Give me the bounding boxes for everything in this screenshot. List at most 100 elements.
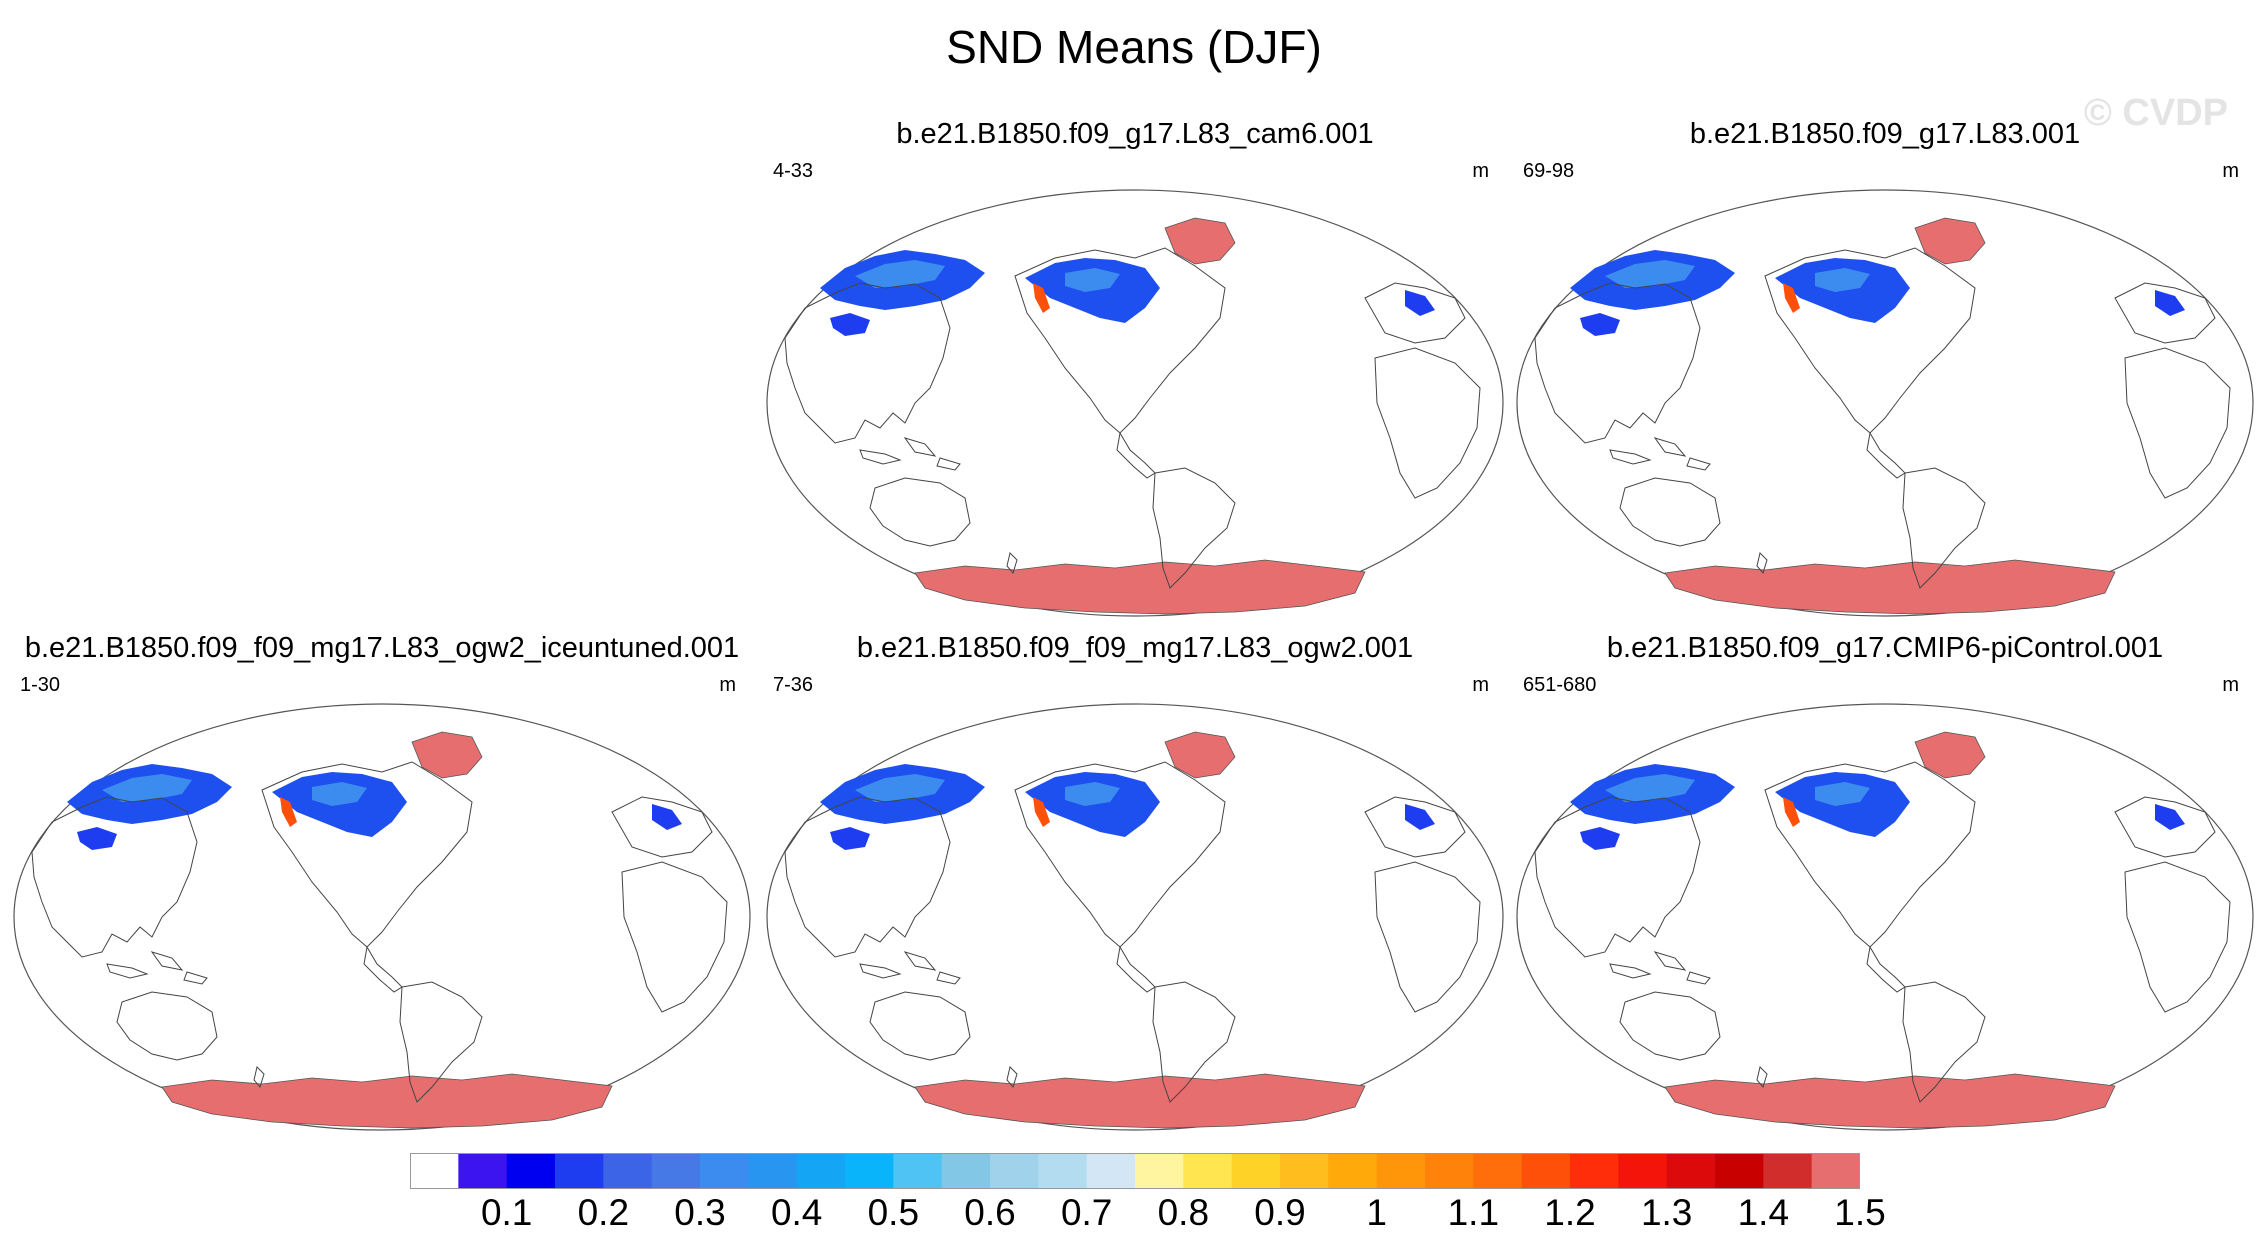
- antarctica-ice: [1664, 1073, 2116, 1129]
- colorbar-tick-label: 0.3: [674, 1192, 726, 1233]
- snow-depth-map: [1516, 703, 2254, 1131]
- africa-coastline: [1374, 347, 1481, 499]
- snow-cover-eurasia-core: [102, 774, 192, 802]
- central-america-coastline: [1866, 945, 1906, 993]
- snow-cover-europe: [1405, 290, 1435, 316]
- nz-coastline: [1756, 552, 1768, 575]
- colorbar-swatch: [603, 1153, 653, 1189]
- colorbar-swatch: [893, 1153, 943, 1189]
- antarctica-ice: [161, 1073, 613, 1129]
- greenland-ice: [1164, 731, 1236, 779]
- panel-years: 7-36: [773, 674, 814, 696]
- asia-coastline: [784, 796, 951, 958]
- europe-coastline: [2114, 796, 2216, 858]
- colorbar-swatch: [651, 1153, 701, 1189]
- australia-coastline: [1619, 991, 1721, 1061]
- colorbar-swatch: [458, 1153, 508, 1189]
- snow-cover-rockies: [1783, 797, 1800, 827]
- antarctica-ice: [914, 559, 1366, 615]
- australia-coastline: [869, 477, 971, 547]
- islands-coastline: [859, 951, 961, 985]
- central-america-coastline: [363, 945, 403, 993]
- snow-cover-north-america-core: [1815, 268, 1870, 292]
- snow-depth-map: [766, 189, 1504, 617]
- nz-coastline: [1006, 1066, 1018, 1089]
- greenland-ice: [1164, 217, 1236, 265]
- central-america-coastline: [1116, 431, 1156, 479]
- colorbar-swatch: [1521, 1153, 1571, 1189]
- panel-units: m: [2222, 160, 2239, 182]
- panel-title: b.e21.B1850.f09_g17.L83.001: [1689, 118, 2081, 150]
- snow-cover-eurasia-core: [855, 260, 945, 288]
- colorbar-swatch: [410, 1153, 459, 1189]
- asia-coastline: [1534, 282, 1701, 444]
- colorbar-swatch: [555, 1153, 604, 1189]
- snow-cover-north-america-core: [1815, 782, 1870, 806]
- map-globe-outline: [13, 703, 751, 1131]
- snow-cover-north-america-core: [1065, 268, 1120, 292]
- snow-depth-map: [766, 703, 1504, 1131]
- africa-coastline: [1374, 861, 1481, 1013]
- panel-units: m: [2222, 674, 2239, 696]
- antarctica-ice: [1664, 559, 2116, 615]
- greenland-ice: [1914, 217, 1986, 265]
- panel-years: 4-33: [773, 160, 814, 182]
- map-globe-outline: [1516, 189, 2254, 617]
- colorbar-swatch: [1715, 1153, 1764, 1189]
- colorbar-swatch: [1038, 1153, 1088, 1189]
- colorbar-swatch: [796, 1153, 846, 1189]
- colorbar-swatch: [506, 1153, 556, 1189]
- colorbar-swatch: [1666, 1153, 1716, 1189]
- snow-cover-north-america-core: [312, 782, 367, 806]
- central-america-coastline: [1116, 945, 1156, 993]
- europe-coastline: [611, 796, 713, 858]
- colorbar-tick-label: 0.9: [1254, 1192, 1306, 1233]
- europe-coastline: [2114, 282, 2216, 344]
- snow-cover-europe: [2155, 804, 2185, 830]
- islands-coastline: [106, 951, 208, 985]
- colorbar-tick-label: 0.1: [480, 1192, 533, 1233]
- panel-years: 69-98: [1523, 160, 1575, 182]
- europe-coastline: [1364, 282, 1466, 344]
- asia-coastline: [784, 282, 951, 444]
- colorbar: [410, 1153, 1860, 1189]
- north-america-coastline: [1014, 247, 1226, 434]
- snow-cover-tibet: [77, 827, 117, 850]
- map-panel: b.e21.B1850.f09_f09_mg17.L83_ogw2.001 7-…: [765, 632, 1505, 1132]
- map-features: [784, 217, 1481, 615]
- snow-cover-eurasia-core: [1605, 260, 1695, 288]
- colorbar-swatch: [1231, 1153, 1281, 1189]
- snow-cover-rockies: [280, 797, 297, 827]
- map-features: [31, 731, 728, 1129]
- panel-title: b.e21.B1850.f09_f09_mg17.L83_ogw2.001: [856, 632, 1414, 664]
- colorbar-swatch: [1280, 1153, 1329, 1189]
- snow-depth-map: [1516, 189, 2254, 617]
- snow-cover-tibet: [830, 827, 870, 850]
- australia-coastline: [1619, 477, 1721, 547]
- panel-units: m: [719, 674, 736, 696]
- colorbar-swatch: [990, 1153, 1039, 1189]
- islands-coastline: [1609, 437, 1711, 471]
- north-america-coastline: [1764, 247, 1976, 434]
- south-america-coastline: [1152, 981, 1236, 1103]
- colorbar-tick-label: 0.2: [577, 1192, 630, 1233]
- europe-coastline: [1364, 796, 1466, 858]
- snow-cover-eurasia-core: [855, 774, 945, 802]
- greenland-ice: [411, 731, 483, 779]
- nz-coastline: [1756, 1066, 1768, 1089]
- colorbar-swatch: [1135, 1153, 1184, 1189]
- map-globe-outline: [766, 189, 1504, 617]
- colorbar-swatch: [1618, 1153, 1668, 1189]
- figure-title: SND Means (DJF): [946, 21, 1322, 73]
- colorbar-tick-label: 1.4: [1737, 1192, 1790, 1233]
- panel-units: m: [1472, 160, 1489, 182]
- colorbar-tick-label: 1.1: [1447, 1192, 1500, 1233]
- snow-cover-tibet: [1580, 313, 1620, 336]
- south-america-coastline: [1152, 467, 1236, 589]
- australia-coastline: [116, 991, 218, 1061]
- map-panel: b.e21.B1850.f09_f09_mg17.L83_ogw2_iceunt…: [12, 632, 752, 1132]
- snow-cover-tibet: [830, 313, 870, 336]
- map-features: [1534, 217, 2231, 615]
- watermark: © CVDP: [2083, 92, 2228, 134]
- greenland-ice: [1914, 731, 1986, 779]
